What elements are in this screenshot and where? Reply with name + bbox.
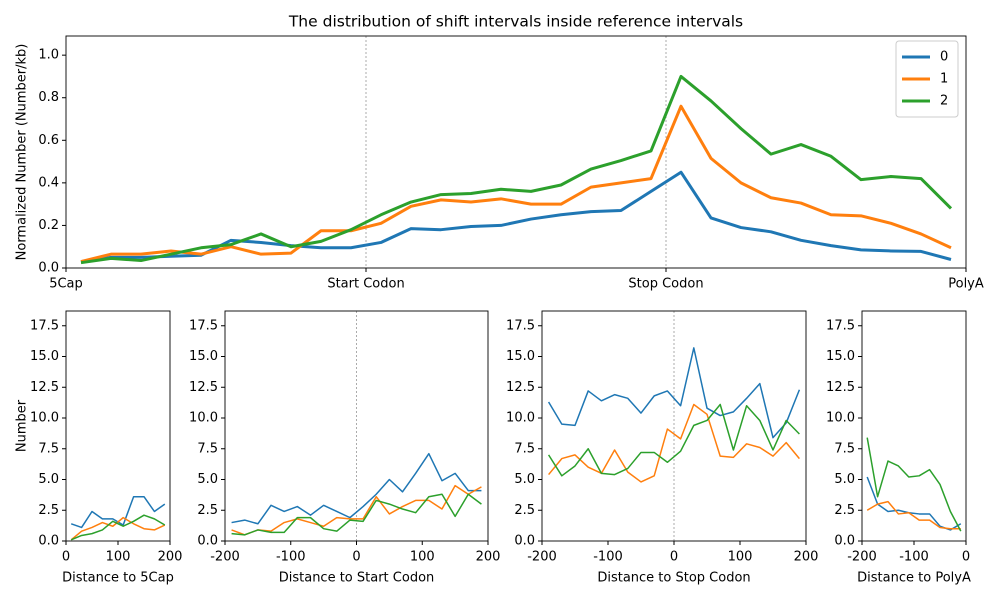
x-tick-label: 100 [410, 550, 435, 565]
x-axis-label: Distance to Stop Codon [597, 571, 750, 586]
legend-label: 1 [940, 72, 948, 87]
y-tick-label: 0.0 [514, 534, 535, 549]
y-tick-label: 0.2 [38, 218, 59, 233]
y-tick-label: 2.5 [197, 503, 218, 518]
axes-frame [65, 310, 171, 542]
y-tick-label: 1.0 [38, 48, 59, 63]
y-tick-label: 17.5 [506, 318, 535, 333]
legend-label: 0 [940, 50, 948, 65]
data-line [70, 516, 166, 541]
y-tick-label: 15.0 [826, 349, 855, 364]
x-tick-label: 0 [962, 550, 970, 565]
data-line [547, 347, 801, 439]
y-tick-label: 5.0 [514, 472, 535, 487]
x-tick-label: -200 [210, 550, 240, 565]
y-axis-label: Normalized Number (Number/kb) [15, 44, 30, 261]
y-tick-label: 12.5 [30, 380, 59, 395]
x-tick-label: 0 [62, 550, 70, 565]
x-tick-label: 5Cap [49, 277, 83, 292]
x-tick-label: Stop Codon [628, 277, 703, 292]
x-tick-label: 200 [158, 550, 183, 565]
y-tick-label: 12.5 [506, 380, 535, 395]
y-tick-label: 0.0 [834, 534, 855, 549]
y-tick-label: 7.5 [197, 441, 218, 456]
x-axis-label: Distance to PolyA [857, 571, 971, 586]
axes-frame [541, 310, 807, 542]
y-tick-label: 10.0 [30, 411, 59, 426]
data-line [866, 437, 962, 532]
x-tick-label: -100 [276, 550, 306, 565]
y-tick-label: 7.5 [834, 441, 855, 456]
y-tick-label: 5.0 [197, 472, 218, 487]
x-tick-label: -200 [847, 550, 877, 565]
data-line [231, 493, 482, 536]
y-tick-label: 12.5 [826, 380, 855, 395]
axes-frame [861, 310, 967, 542]
x-tick-label: 0 [670, 550, 678, 565]
x-tick-label: 100 [728, 550, 753, 565]
chart-title: The distribution of shift intervals insi… [288, 13, 743, 31]
data-line [80, 74, 953, 265]
x-tick-label: -200 [527, 550, 557, 565]
y-tick-label: 5.0 [38, 472, 59, 487]
y-tick-label: 10.0 [189, 411, 218, 426]
y-axis-label: Number [15, 399, 30, 452]
x-tick-label: -100 [593, 550, 623, 565]
y-tick-label: 2.5 [834, 503, 855, 518]
y-tick-label: 0.4 [38, 175, 59, 190]
x-tick-label: PolyA [948, 277, 984, 292]
axes-frame [224, 310, 489, 542]
x-axis-label: Distance to Start Codon [279, 571, 435, 586]
y-tick-label: 2.5 [38, 503, 59, 518]
x-tick-label: 100 [106, 550, 131, 565]
data-line [866, 500, 961, 530]
y-tick-label: 0.0 [38, 261, 59, 276]
data-line [231, 484, 482, 536]
y-tick-label: 0.6 [38, 133, 59, 148]
y-tick-label: 0.0 [197, 534, 218, 549]
x-tick-label: -100 [899, 550, 929, 565]
x-tick-label: 200 [794, 550, 819, 565]
data-line [80, 170, 952, 264]
y-tick-label: 15.0 [189, 349, 218, 364]
y-tick-label: 5.0 [834, 472, 855, 487]
y-tick-label: 0.0 [38, 534, 59, 549]
legend-label: 2 [940, 94, 948, 109]
y-tick-label: 15.0 [30, 349, 59, 364]
data-line [548, 403, 800, 483]
x-tick-label: Start Codon [327, 277, 404, 292]
y-tick-label: 7.5 [514, 441, 535, 456]
y-tick-label: 17.5 [826, 318, 855, 333]
x-tick-label: 0 [352, 550, 360, 565]
y-tick-label: 12.5 [189, 380, 218, 395]
y-tick-label: 17.5 [189, 318, 218, 333]
y-tick-label: 17.5 [30, 318, 59, 333]
x-axis-label: Distance to 5Cap [62, 571, 174, 586]
data-line [80, 104, 952, 264]
y-tick-label: 7.5 [38, 441, 59, 456]
axes-frame [65, 35, 967, 269]
data-line [231, 452, 482, 525]
data-line [70, 514, 166, 541]
y-tick-label: 10.0 [826, 411, 855, 426]
y-tick-label: 0.8 [38, 90, 59, 105]
x-tick-label: 200 [476, 550, 501, 565]
y-tick-label: 15.0 [506, 349, 535, 364]
data-line [547, 403, 800, 477]
y-tick-label: 10.0 [506, 411, 535, 426]
y-tick-label: 2.5 [514, 503, 535, 518]
